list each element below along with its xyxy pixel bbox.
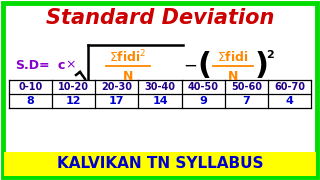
Text: $-$: $-$ [183,56,197,74]
Text: ): ) [255,51,269,80]
Text: 60-70: 60-70 [274,82,305,92]
Bar [4,152,316,176]
Text: 0-10: 0-10 [19,82,43,92]
Text: 17: 17 [109,96,124,106]
Text: 20-30: 20-30 [101,82,132,92]
Text: 4: 4 [285,96,293,106]
Text: 30-40: 30-40 [145,82,175,92]
Text: 40-50: 40-50 [188,82,219,92]
Text: $\Sigma$fidi$^2$: $\Sigma$fidi$^2$ [109,49,147,65]
Text: 8: 8 [27,96,35,106]
Text: 50-60: 50-60 [231,82,262,92]
Text: 12: 12 [66,96,82,106]
Text: Standard Deviation: Standard Deviation [46,8,274,28]
Text: $\Sigma$fidi: $\Sigma$fidi [217,50,249,64]
Text: S.D=: S.D= [15,58,50,71]
Text: 10-20: 10-20 [58,82,89,92]
Text: (: ( [197,51,211,80]
Text: 14: 14 [152,96,168,106]
Text: N: N [123,69,133,82]
Text: KALVIKAN TN SYLLABUS: KALVIKAN TN SYLLABUS [57,156,263,172]
Text: N: N [228,69,238,82]
Text: 2: 2 [266,50,274,60]
Text: 9: 9 [199,96,207,106]
Text: 7: 7 [243,96,250,106]
Text: $\times$: $\times$ [65,58,76,71]
Text: c: c [57,58,64,71]
